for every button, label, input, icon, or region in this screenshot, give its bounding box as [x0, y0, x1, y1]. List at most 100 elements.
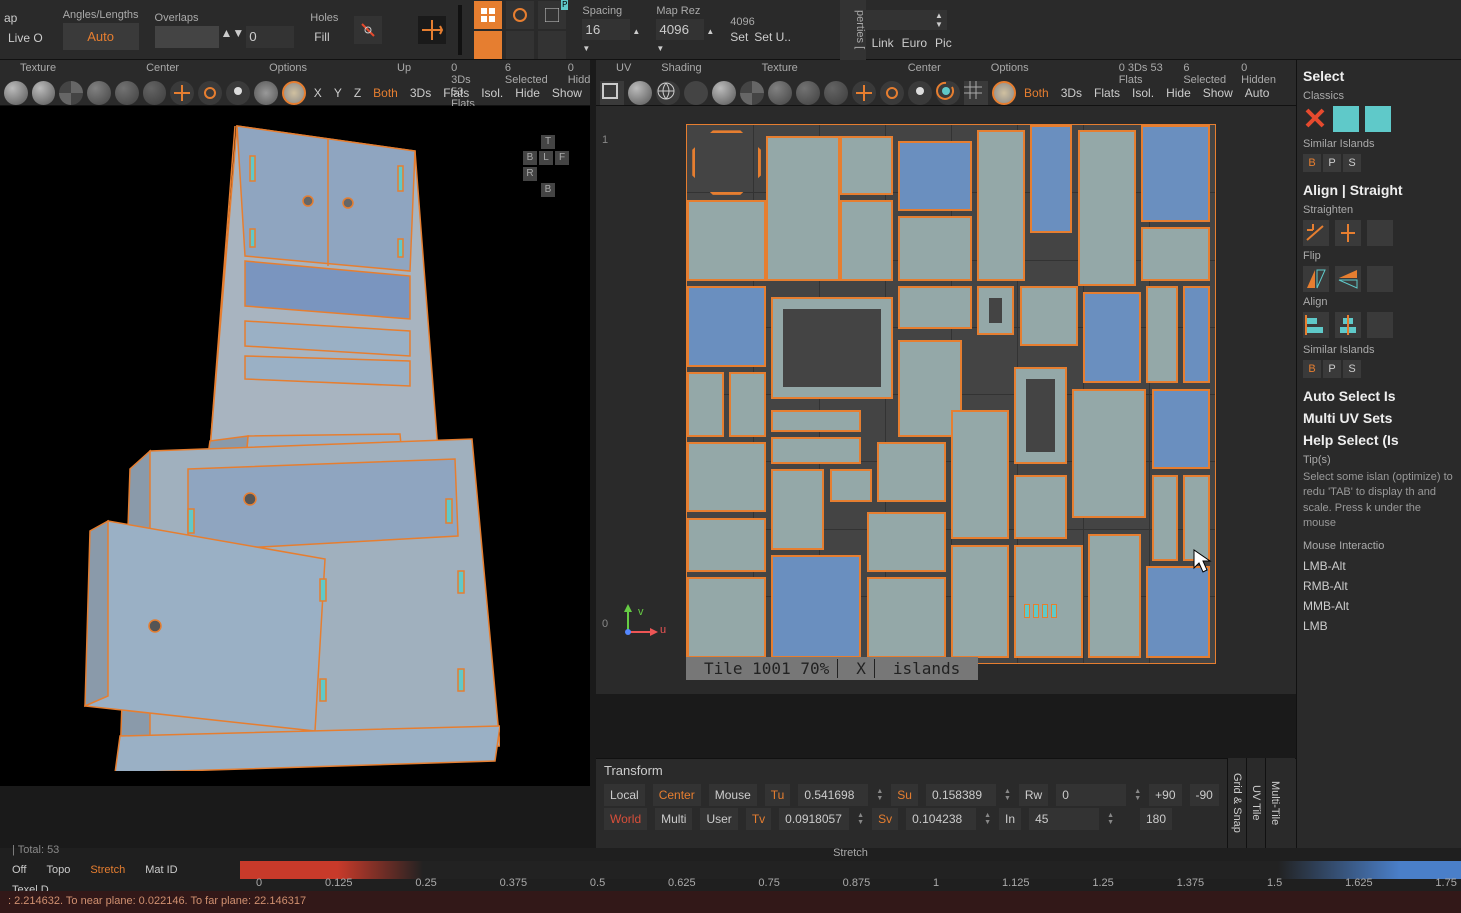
uv-island[interactable] [771, 555, 861, 657]
show-button[interactable]: Show [548, 86, 586, 100]
euro-button[interactable]: Euro [902, 36, 927, 50]
spacing-input[interactable] [582, 19, 630, 40]
r180-button[interactable]: 180 [1140, 808, 1172, 830]
uv-island[interactable] [840, 136, 893, 195]
uv-island[interactable] [687, 372, 724, 437]
overlaps-slider[interactable] [155, 26, 219, 48]
viewport-3d[interactable]: T BLFR B [0, 106, 590, 786]
uv-island[interactable] [1030, 125, 1072, 233]
shade-smooth-icon[interactable] [4, 81, 28, 105]
axis-both[interactable]: Both [369, 86, 402, 100]
link-button[interactable]: Link [872, 36, 894, 50]
shade-3-icon[interactable] [87, 81, 111, 105]
uv-island[interactable] [687, 577, 766, 658]
grid-icon-5[interactable] [506, 31, 534, 59]
isol-button[interactable]: Isol. [477, 86, 507, 100]
liveo-label[interactable]: Live O [4, 27, 47, 49]
tab-options[interactable]: Options [269, 62, 307, 78]
checker-icon[interactable] [59, 81, 83, 105]
straighten-icon-3[interactable] [1367, 220, 1393, 246]
shade-5-icon[interactable] [143, 81, 167, 105]
uv-island[interactable] [898, 141, 972, 211]
uv-island[interactable] [1014, 475, 1067, 540]
shade-4-icon[interactable] [115, 81, 139, 105]
tab-shading[interactable]: Shading [661, 62, 701, 78]
tab-texture[interactable]: Texture [20, 62, 56, 78]
vp2-shade-5[interactable] [824, 81, 848, 105]
vp2-shade-4[interactable] [796, 81, 820, 105]
grid-icon-3[interactable]: P [538, 1, 566, 29]
sphere-mode-1[interactable] [254, 81, 278, 105]
uv-island[interactable] [1152, 475, 1178, 561]
vp2-grid[interactable] [964, 81, 988, 105]
select-icon-2[interactable] [1365, 106, 1391, 132]
local-button[interactable]: Local [604, 784, 645, 806]
frame-icon[interactable] [600, 81, 624, 105]
su-value[interactable]: 0.158389 [926, 784, 996, 806]
p90-button[interactable]: +90 [1149, 784, 1181, 806]
vp2-center-1[interactable] [852, 81, 876, 105]
tab-options2[interactable]: Options [991, 62, 1029, 78]
uv-island[interactable] [687, 200, 766, 281]
uv-island[interactable] [951, 545, 1009, 658]
vp2-show[interactable]: Show [1199, 86, 1237, 100]
shade-flat-icon[interactable] [32, 81, 56, 105]
stretch-button[interactable]: Stretch [82, 862, 133, 878]
vp2-flats[interactable]: Flats [1090, 86, 1124, 100]
uv-island[interactable] [1072, 389, 1146, 518]
setu-button[interactable]: Set U.. [754, 30, 791, 44]
uv-island[interactable] [1014, 545, 1083, 658]
viewport-uv[interactable]: 1 0 v u Tile 1001 70% X islands [596, 106, 1296, 694]
uv-island[interactable] [1014, 367, 1067, 464]
overlaps-input[interactable] [246, 26, 294, 48]
overlaps-spin[interactable]: ▲▼ [221, 26, 245, 48]
uv-island[interactable] [951, 410, 1009, 539]
align-left-icon[interactable] [1303, 312, 1329, 338]
holes-icon[interactable] [354, 16, 382, 44]
uv-island[interactable] [867, 512, 946, 571]
uv-island[interactable] [771, 437, 861, 464]
multiuv-header[interactable]: Multi UV Sets [1303, 410, 1455, 426]
uv-island[interactable] [1088, 534, 1141, 658]
flats-button[interactable]: Flats [439, 86, 473, 100]
rw-value[interactable]: 0 [1056, 784, 1126, 806]
hide-button[interactable]: Hide [511, 86, 544, 100]
uv-island[interactable] [687, 442, 766, 512]
uv-island[interactable] [977, 130, 1025, 281]
n90-button[interactable]: -90 [1190, 784, 1219, 806]
s-button[interactable]: S [1343, 154, 1361, 172]
helpselect-header[interactable]: Help Select (Is [1303, 432, 1455, 448]
uv-island[interactable] [1141, 227, 1210, 281]
center-icon-1[interactable] [170, 81, 194, 105]
grid-icon-4[interactable] [474, 31, 502, 59]
globe-icon-2[interactable] [684, 81, 708, 105]
tab-up[interactable]: Up [397, 62, 411, 78]
uv-island[interactable] [898, 216, 972, 281]
vp2-light[interactable] [908, 81, 932, 105]
uv-island[interactable] [687, 518, 766, 572]
vp2-hide[interactable]: Hide [1162, 86, 1195, 100]
topo-button[interactable]: Topo [38, 862, 78, 878]
grid-icon-1[interactable] [474, 1, 502, 29]
grid-icon-6[interactable] [538, 31, 566, 59]
vp2-shade-1[interactable] [628, 81, 652, 105]
autoselect-header[interactable]: Auto Select Is [1303, 388, 1455, 404]
straighten-icon-2[interactable] [1335, 220, 1361, 246]
tv-value[interactable]: 0.0918057 [779, 808, 849, 830]
tab-center2[interactable]: Center [908, 62, 941, 78]
uv-island[interactable] [1083, 292, 1141, 383]
sphere-mode-active[interactable] [282, 81, 306, 105]
tu-spin[interactable]: ▲▼ [876, 788, 883, 802]
flip-icon-3[interactable] [1367, 266, 1393, 292]
uv-island[interactable] [867, 577, 946, 658]
uv-island[interactable] [1078, 130, 1136, 286]
pic-button[interactable]: Pic [935, 36, 952, 50]
uv-island[interactable] [771, 469, 824, 550]
uv-island[interactable] [830, 469, 872, 501]
vp2-mode-active[interactable] [992, 81, 1016, 105]
nav-cube[interactable]: T BLFR B [522, 134, 574, 166]
uv-island[interactable] [1146, 286, 1178, 383]
user-button[interactable]: User [700, 808, 737, 830]
matid-button[interactable]: Mat ID [137, 862, 185, 878]
align-center-icon[interactable] [1335, 312, 1361, 338]
